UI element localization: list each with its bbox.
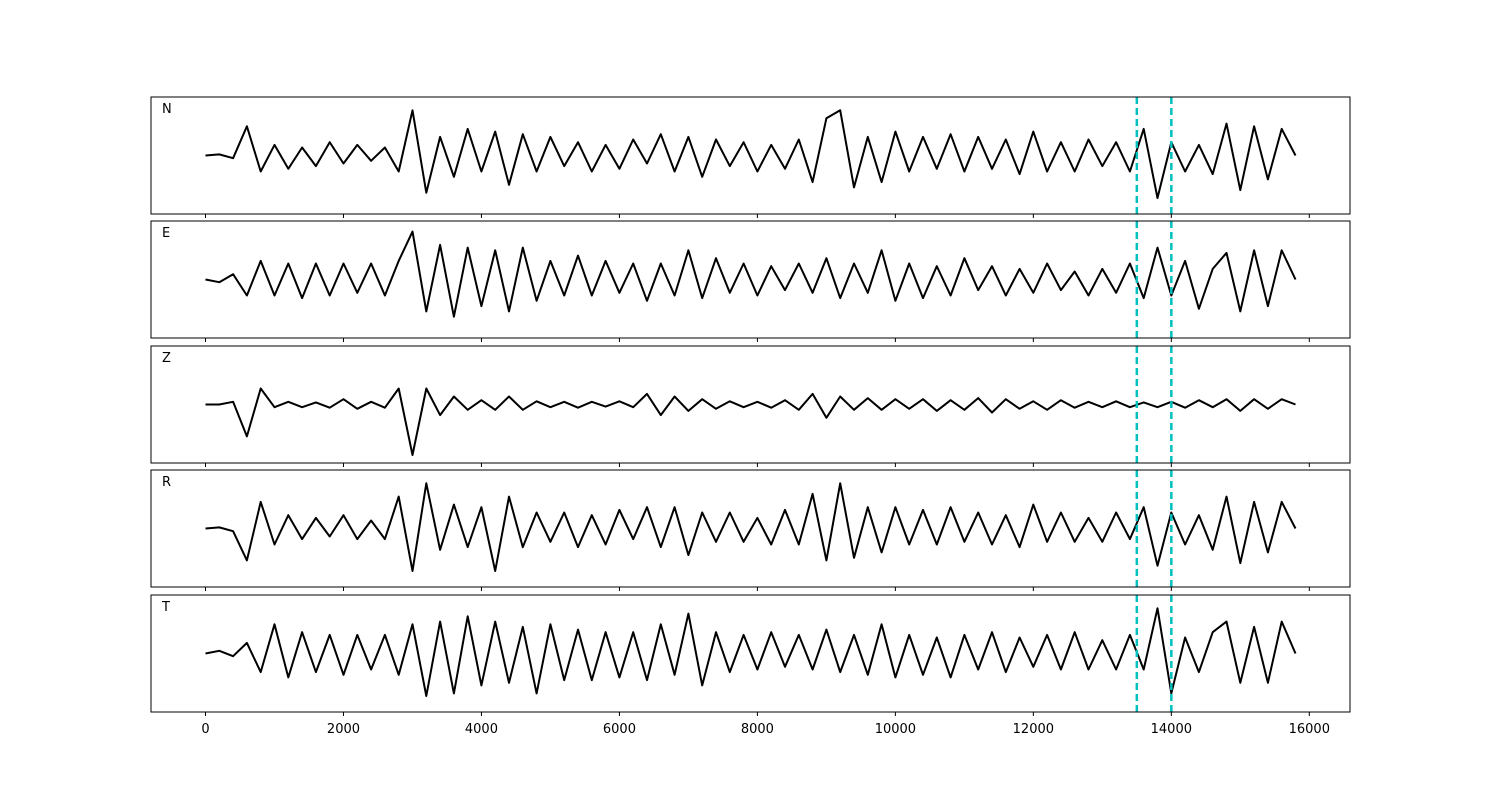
x-tick-label: 10000 <box>875 722 916 737</box>
axes-frame <box>150 594 1351 713</box>
x-tick-label: 14000 <box>1151 722 1192 737</box>
trace-panel-e: E <box>150 220 1351 342</box>
x-tick-label: 16000 <box>1289 722 1330 737</box>
channel-label: E <box>162 226 170 241</box>
x-tick-label: 8000 <box>741 722 774 737</box>
waveform-z <box>205 387 1296 456</box>
axes-frame <box>150 96 1351 215</box>
x-tick-label: 4000 <box>465 722 498 737</box>
x-tick-label: 2000 <box>327 722 360 737</box>
channel-label: Z <box>162 351 171 366</box>
waveform-t <box>205 607 1297 697</box>
x-tick-label: 0 <box>201 722 209 737</box>
channel-label: T <box>161 600 170 615</box>
trace-panel-t: T <box>150 594 1351 716</box>
trace-panel-n: N <box>150 96 1351 218</box>
axes-frame <box>150 469 1351 588</box>
channel-label: N <box>162 102 172 117</box>
axes-frame <box>150 345 1351 464</box>
trace-panel-r: R <box>150 469 1351 591</box>
channel-label: R <box>162 475 171 490</box>
x-tick-label: 12000 <box>1013 722 1054 737</box>
axes-frame <box>150 220 1351 339</box>
waveform-e <box>205 230 1297 318</box>
waveform-r <box>205 482 1297 572</box>
trace-panel-z: Z <box>150 345 1351 467</box>
waveform-n <box>205 109 1297 199</box>
x-tick-label: 6000 <box>603 722 636 737</box>
